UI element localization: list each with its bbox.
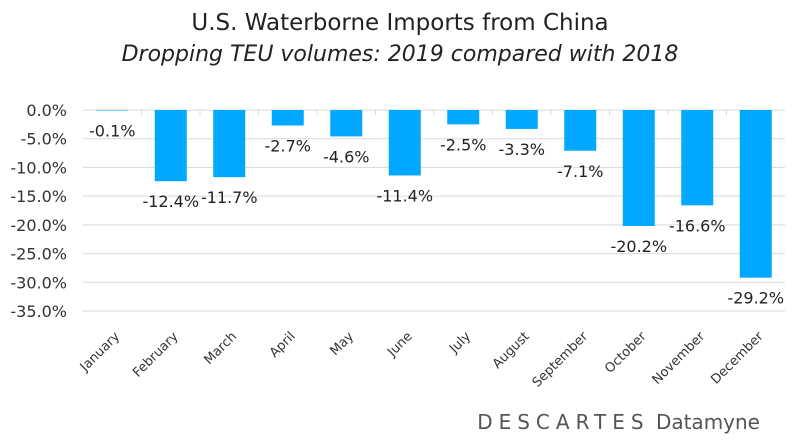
y-tick-label: -20.0% [10,216,67,235]
data-label: -20.2% [610,237,667,256]
x-tick-label: February [130,329,182,381]
bar [739,110,772,278]
y-tick-label: -10.0% [10,158,67,177]
x-tick-label: June [384,329,415,360]
bar [154,110,187,182]
y-tick-label: -5.0% [21,130,67,149]
bar [622,110,655,227]
chart-title: U.S. Waterborne Imports from China [191,10,609,36]
x-tick-label: January [77,329,123,375]
x-tick-label: November [650,329,709,388]
data-label: -29.2% [727,289,784,308]
y-tick-label: -30.0% [10,273,67,292]
x-tick-label: August [490,329,533,372]
x-tick-label: March [201,329,240,368]
bar [447,110,480,125]
y-tick-label: -25.0% [10,245,67,264]
x-tick-label: December [708,329,767,388]
descartes-datamyne-logo: DESCARTES Datamyne [477,410,760,434]
y-tick-label: -15.0% [10,187,67,206]
bar [330,110,363,137]
bar [681,110,714,206]
data-label: -7.1% [557,162,603,181]
x-tick-label: July [446,329,474,357]
data-label: -3.3% [499,140,545,159]
data-label: -4.6% [323,147,369,166]
bar [213,110,246,178]
x-tick-label: October [602,329,650,377]
chart-subtitle: Dropping TEU volumes: 2019 compared with… [121,42,679,67]
y-tick-label: 0.0% [26,101,67,120]
bar [505,110,538,129]
data-label: -11.7% [201,188,258,207]
data-label: -2.7% [265,137,311,156]
logo-brand: DESCARTES [477,410,650,434]
x-tick-label: September [530,329,592,391]
y-tick-label: -35.0% [10,302,67,321]
data-label: -0.1% [89,122,135,141]
bar [388,110,421,176]
data-label: -12.4% [142,192,199,211]
bar [271,110,304,126]
data-label: -16.6% [669,216,726,235]
bar [564,110,597,151]
data-label: -2.5% [440,135,486,154]
bar [96,110,129,111]
x-tick-label: May [327,329,357,359]
data-label: -11.4% [376,186,433,205]
x-tick-label: April [267,329,299,361]
logo-product: Datamyne [655,410,760,434]
